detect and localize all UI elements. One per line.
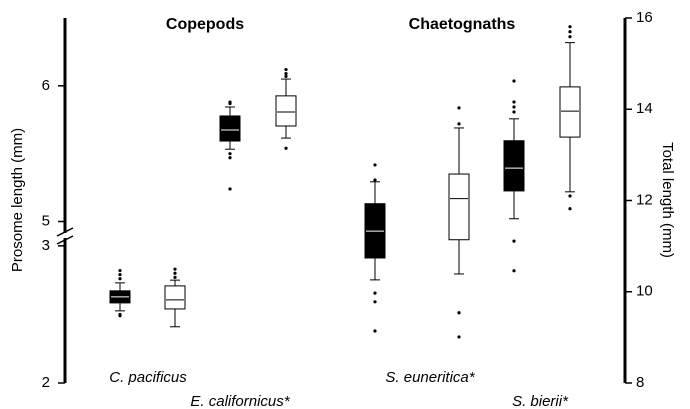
flier	[457, 311, 461, 315]
y-tick-label: 5	[42, 212, 50, 229]
y2-tick-label: 10	[636, 283, 653, 300]
flier	[228, 152, 232, 156]
flier	[373, 291, 377, 295]
y2-tick-label: 8	[636, 374, 644, 391]
flier	[457, 335, 461, 339]
flier	[173, 267, 177, 271]
flier	[118, 268, 122, 273]
y-axis-label: Prosome length (mm)	[9, 128, 26, 272]
flier	[568, 30, 572, 34]
box	[503, 140, 525, 192]
flier	[228, 156, 232, 160]
flier	[512, 105, 516, 109]
flier	[568, 35, 572, 39]
category-label: S. euneritica*	[385, 369, 475, 386]
flier	[568, 194, 572, 198]
y2-tick-label: 12	[636, 191, 653, 208]
y2-tick-label: 14	[636, 100, 653, 117]
box	[559, 86, 581, 138]
flier	[568, 25, 572, 29]
flier	[373, 329, 377, 333]
axis-break	[56, 227, 74, 237]
flier	[173, 271, 177, 275]
flier	[118, 277, 122, 281]
flier	[284, 67, 288, 72]
flier	[512, 269, 516, 273]
flier	[457, 122, 461, 126]
flier	[373, 178, 377, 182]
category-label: S. bierii*	[512, 393, 569, 409]
flier	[457, 106, 461, 110]
box	[448, 173, 470, 241]
flier	[284, 72, 288, 76]
y-tick-label: 2	[42, 374, 50, 391]
flier	[512, 110, 516, 114]
category-label: E. californicus*	[190, 393, 290, 409]
flier	[228, 101, 232, 106]
flier	[373, 163, 377, 167]
y-tick-label: 6	[42, 77, 50, 94]
y-tick-label: 3	[42, 237, 50, 254]
flier	[173, 275, 177, 279]
box	[275, 95, 297, 127]
group-title: Copepods	[166, 16, 244, 33]
box	[164, 285, 186, 310]
flier	[373, 300, 377, 304]
box	[219, 115, 241, 142]
flier	[118, 314, 122, 318]
flier	[284, 146, 288, 150]
axis-break	[56, 235, 74, 245]
group-title: Chaetognaths	[409, 16, 516, 33]
flier	[228, 187, 232, 191]
flier	[284, 74, 288, 78]
flier	[118, 273, 122, 277]
flier	[568, 207, 572, 211]
flier	[512, 239, 516, 243]
y2-tick-label: 16	[636, 9, 653, 26]
y2-axis-label: Total length (mm)	[659, 142, 676, 258]
category-label: C. pacificus	[109, 369, 187, 386]
flier	[512, 79, 516, 83]
flier	[512, 100, 516, 104]
